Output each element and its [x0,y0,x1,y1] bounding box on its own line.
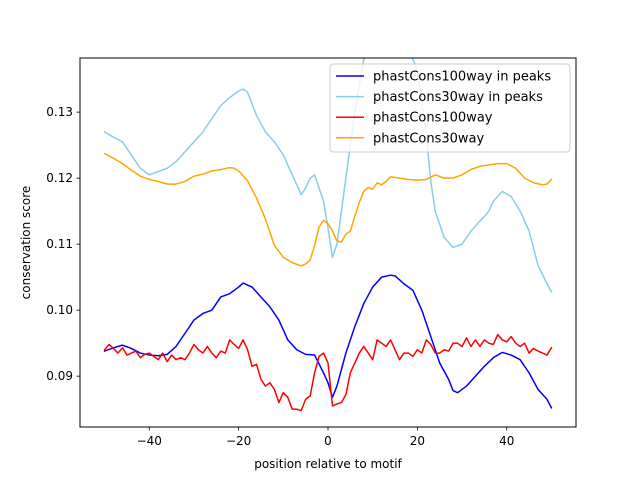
tick-layer: −40 −20 0 20 40 0.09 0.10 0.11 0.12 0.13 [46,105,514,448]
legend-label-2: phastCons30way in peaks [373,90,543,105]
y-tick-label: 0.13 [46,105,73,119]
y-tick-label: 0.10 [46,303,73,317]
x-axis-label: position relative to motif [254,457,402,471]
y-tick-label: 0.11 [46,237,73,251]
series-line-4 [103,152,553,267]
series-layer [103,58,553,412]
series-line-2 [103,58,553,293]
series-line-3 [103,333,553,412]
legend-label-1: phastCons100way in peaks [373,70,551,85]
y-axis-label: conservation score [19,186,33,300]
series-line-1 [103,274,553,409]
legend-box [329,63,571,153]
x-tick-label: −40 [137,434,162,448]
y-tick-label: 0.09 [46,369,73,383]
y-tick-label: 0.12 [46,171,73,185]
legend-label-4: phastCons30way [373,131,485,146]
x-tick-label: −20 [226,434,251,448]
legend: phastCons100way in peaks phastCons30way i… [329,63,571,153]
axes-frame [79,57,577,428]
x-tick-label: 20 [410,434,425,448]
x-tick-label: 0 [324,434,332,448]
legend-label-3: phastCons100way [373,111,493,126]
x-tick-label: 40 [499,434,514,448]
